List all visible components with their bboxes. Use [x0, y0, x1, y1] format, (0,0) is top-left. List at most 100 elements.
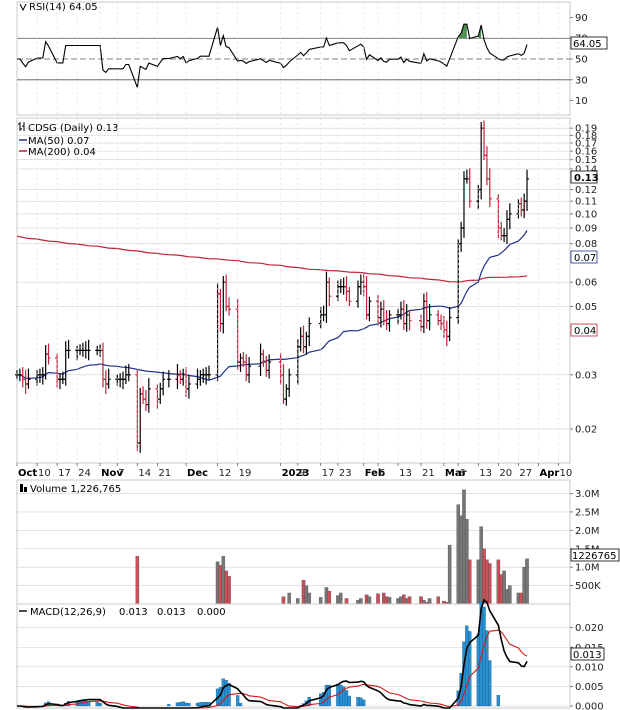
- date-tick-label: Nov: [101, 468, 123, 479]
- volume-bar: [344, 598, 349, 605]
- price-bar: [487, 168, 492, 207]
- price-bar: [507, 203, 512, 230]
- volume-bar: [307, 592, 312, 605]
- price-bar: [186, 374, 191, 399]
- rsi-tick-label: 30: [575, 75, 588, 86]
- date-tick-label: 13: [399, 468, 412, 479]
- macd-legend-macd: 0.013: [119, 607, 148, 618]
- price-legend: CDSG (Daily) 0.13 MA(50) 0.07 MA(200) 0.…: [18, 122, 119, 158]
- price-bar: [227, 297, 232, 316]
- volume-bar: [488, 563, 492, 605]
- volume-bar: [376, 593, 380, 605]
- price-legend-text: CDSG (Daily) 0.13: [28, 123, 119, 134]
- volume-bar: [387, 597, 392, 605]
- date-tick-label: 17: [58, 468, 71, 479]
- price-bar: [367, 296, 372, 322]
- price-bar: [166, 370, 171, 388]
- macd-signal-line: [17, 629, 528, 709]
- volume-bar: [407, 596, 412, 605]
- volume-tick-label: 1.0M: [575, 563, 600, 574]
- macd-hist-bar: [175, 702, 180, 707]
- macd-hist-bar: [198, 702, 203, 707]
- price-gridlines: [17, 127, 570, 430]
- rsi-panel: 9070503010 RSI(14) 64.05 64.05: [16, 1, 608, 116]
- volume-tick-label: 2.5M: [575, 507, 600, 518]
- price-tick-label: 0.19: [575, 124, 597, 135]
- macd-hist-bar: [476, 633, 480, 707]
- ma200-line: [16, 235, 528, 283]
- volume-bar: [296, 598, 300, 605]
- macd-hist-bar: [319, 693, 323, 707]
- ma50-badge-box: [570, 250, 598, 264]
- rsi-tick-label: 90: [575, 13, 588, 24]
- price-bar: [247, 356, 252, 383]
- price-tick-label: 0.12: [575, 185, 597, 196]
- date-tick-label: 19: [239, 468, 252, 479]
- macd-hist-bar: [359, 697, 363, 707]
- macd-hist-bar: [178, 702, 182, 707]
- price-tick-label: 0.05: [575, 302, 597, 313]
- price-bar: [267, 354, 272, 379]
- volume-legend: Volume 1,226,765: [20, 484, 121, 495]
- macd-hist-bar: [347, 695, 352, 707]
- rsi-badge-text: 64.05: [573, 39, 602, 50]
- volume-bar: [287, 592, 291, 605]
- date-tick-label: 9: [299, 468, 305, 479]
- price-panel: 0.190.180.170.160.150.14 0.120.110.10 0.09…: [15, 117, 599, 464]
- volume-bar: [447, 544, 452, 605]
- price-tick-label: 0.09: [575, 223, 597, 234]
- macd-hist-bar: [235, 695, 240, 707]
- ma50-badge: 0.07: [570, 250, 598, 264]
- date-tick-label: Mar: [445, 468, 467, 479]
- price-bar: [525, 169, 530, 212]
- price-axis-ticks: 0.190.180.170.160.150.14 0.120.110.10 0.09…: [570, 124, 597, 435]
- rsi-legend: RSI(14) 64.05: [19, 2, 98, 13]
- macd-hist-bar: [344, 690, 349, 707]
- price-bar: [206, 365, 211, 380]
- volume-badge-text: 1226765: [572, 551, 617, 562]
- macd-hist-bar: [187, 703, 191, 707]
- macd-line: [17, 598, 528, 709]
- price-bar: [161, 371, 166, 396]
- price-tick-label: 0.06: [575, 278, 597, 289]
- macd-legend-prefix: MACD(12,26,9): [30, 607, 106, 618]
- date-tick-label: 12: [219, 468, 232, 479]
- volume-legend-icon: [20, 484, 23, 492]
- macd-hist-bar: [167, 704, 171, 707]
- price-bar: [427, 304, 432, 331]
- price-legend-icon: [18, 122, 25, 131]
- ma200-badge-text: 0.04: [574, 326, 596, 337]
- price-bar: [327, 277, 332, 307]
- price-bar: [467, 168, 472, 208]
- date-tick-label: 10: [560, 468, 573, 479]
- price-tick-label: 0.10: [575, 209, 597, 220]
- price-tick-label: 0.18: [575, 131, 597, 142]
- volume-tick-label: 500K: [575, 581, 601, 592]
- macd-hist-bar: [482, 606, 486, 707]
- ma50-line: [17, 230, 528, 381]
- volume-bar: [467, 559, 472, 605]
- macd-hist-bar: [465, 625, 469, 707]
- rsi-value-badge: 64.05: [570, 36, 608, 50]
- volume-bar: [367, 596, 372, 605]
- volume-tick-label: 2.0M: [575, 526, 600, 537]
- volume-badge: 1226765: [570, 548, 620, 562]
- macd-badge-text: 0.013: [573, 650, 602, 661]
- price-bar: [407, 310, 412, 331]
- date-tick-label: Dec: [187, 468, 208, 479]
- macd-hist-bar: [201, 702, 205, 707]
- price-bar: [287, 368, 292, 397]
- date-tick-label: 6: [459, 468, 465, 479]
- ma50-legend-text: MA(50) 0.07: [28, 136, 89, 147]
- volume-bar: [327, 590, 332, 605]
- macd-legend-signal: 0.013: [157, 607, 186, 618]
- price-tick-label: 0.03: [575, 370, 597, 381]
- price-tick-label: 0.15: [575, 155, 597, 166]
- volume-bar: [436, 596, 440, 605]
- macd-hist-bar: [195, 702, 200, 707]
- ma50-badge-text: 0.07: [574, 253, 596, 264]
